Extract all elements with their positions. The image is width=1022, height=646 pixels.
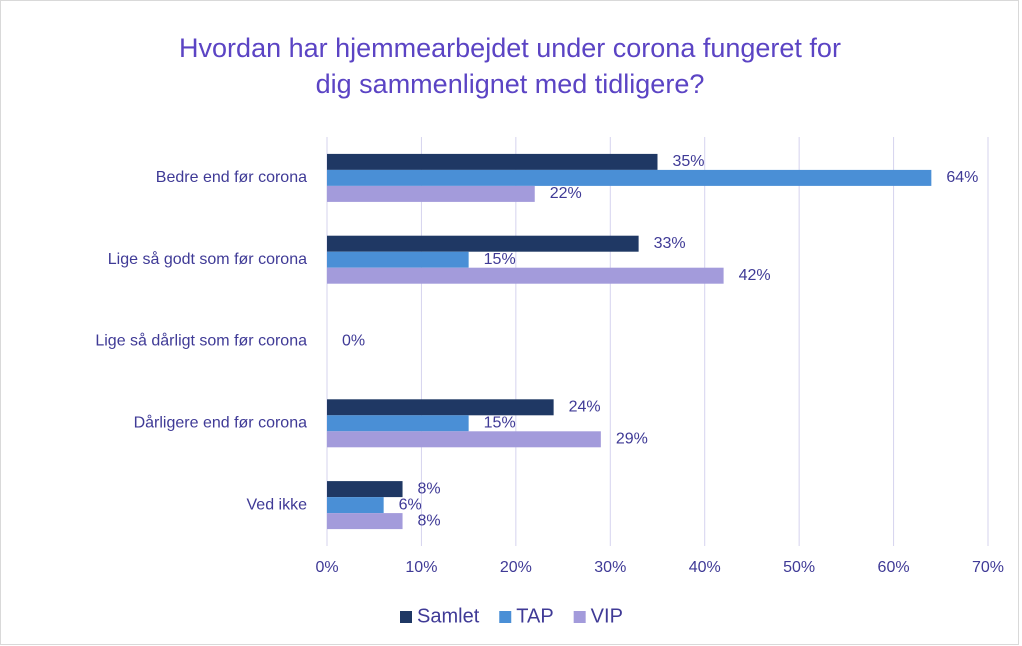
bar [327, 185, 535, 202]
data-label: 15% [484, 415, 516, 432]
bar [327, 513, 403, 530]
x-tick-label: 40% [689, 559, 721, 576]
x-tick-label: 10% [405, 559, 437, 576]
data-label: 24% [569, 399, 601, 416]
y-tick-label: Bedre end før corona [156, 169, 307, 186]
bar [327, 481, 403, 498]
data-label: 8% [418, 512, 441, 529]
legend-swatch [499, 611, 512, 623]
legend-swatch [573, 611, 586, 623]
data-label: 42% [739, 267, 771, 284]
y-tick-label: Lige så dårligt som før corona [95, 332, 307, 350]
y-tick-label: Ved ikke [247, 496, 308, 513]
data-label: 0% [342, 333, 365, 350]
bar [327, 497, 384, 514]
bar [327, 169, 932, 186]
data-label: 15% [484, 251, 516, 268]
bar [327, 235, 639, 252]
x-tick-label: 20% [500, 559, 532, 576]
chart-title: Hvordan har hjemmearbejdet under corona … [179, 33, 841, 63]
bar [327, 153, 658, 170]
bar [327, 267, 724, 284]
data-label: 6% [399, 496, 422, 513]
chart-title: dig sammenlignet med tidligere? [316, 69, 705, 99]
x-tick-label: 70% [972, 559, 1004, 576]
legend-label: VIP [591, 605, 623, 627]
data-label: 22% [550, 185, 582, 202]
x-tick-label: 60% [878, 559, 910, 576]
bar [327, 251, 469, 268]
legend-label: Samlet [417, 605, 480, 627]
x-tick-label: 50% [783, 559, 815, 576]
x-tick-label: 0% [315, 559, 338, 576]
bar [327, 399, 554, 416]
data-label: 33% [654, 235, 686, 252]
legend-label: TAP [516, 605, 553, 627]
y-tick-label: Dårligere end før corona [134, 414, 308, 432]
bar [327, 415, 469, 432]
x-tick-label: 30% [594, 559, 626, 576]
data-label: 8% [418, 480, 441, 497]
y-tick-label: Lige så godt som før corona [108, 250, 307, 268]
data-label: 64% [946, 169, 978, 186]
data-label: 29% [616, 431, 648, 448]
data-label: 35% [673, 153, 705, 170]
bar [327, 431, 601, 448]
legend-swatch [400, 611, 412, 623]
